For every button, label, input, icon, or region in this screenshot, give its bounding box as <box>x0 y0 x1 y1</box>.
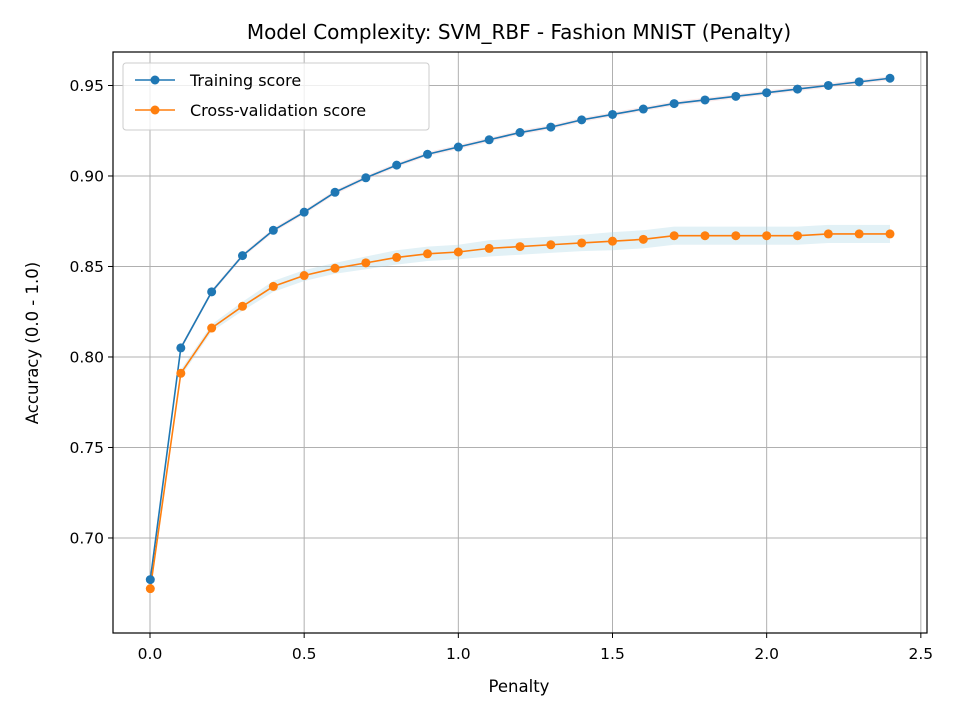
data-point-training <box>361 173 371 183</box>
legend-box <box>122 62 430 131</box>
data-point-training <box>453 142 463 152</box>
data-point-training <box>176 343 186 353</box>
data-point-training <box>793 84 802 94</box>
y-tick-label: 0.85 <box>69 258 104 276</box>
series-points <box>145 73 895 594</box>
data-point-training <box>546 122 556 132</box>
data-point-cv <box>638 234 648 244</box>
x-tick-label: 2.5 <box>909 645 934 663</box>
axis-ticks: 0.0 0.5 1.0 1.5 2.0 2.5 0.70 0.75 0.80 0.85 0.90 0.… <box>69 77 933 663</box>
legend-marker-training <box>150 75 160 85</box>
data-point-cv <box>484 243 494 253</box>
data-point-cv <box>392 252 402 262</box>
data-point-cv <box>700 231 710 241</box>
y-tick-label: 0.90 <box>69 167 104 185</box>
x-tick-label: 0.0 <box>138 645 163 663</box>
data-point-training <box>330 187 340 197</box>
y-tick-label: 0.95 <box>69 77 104 95</box>
x-axis-label: Penalty <box>489 677 550 696</box>
data-point-training <box>762 88 772 98</box>
data-point-training <box>238 251 247 261</box>
data-point-training <box>700 95 710 105</box>
data-point-training <box>145 575 155 585</box>
x-tick-label: 1.5 <box>600 645 625 663</box>
x-tick-label: 0.5 <box>292 645 317 663</box>
x-tick-label: 2.0 <box>754 645 779 663</box>
data-point-training <box>392 160 402 170</box>
data-point-cv <box>515 242 525 252</box>
legend-marker-cv <box>150 105 160 115</box>
y-tick-label: 0.75 <box>69 439 104 457</box>
y-tick-label: 0.70 <box>69 529 104 547</box>
data-point-cv <box>793 231 802 241</box>
chart-title: Model Complexity: SVM_RBF - Fashion MNIS… <box>247 20 791 44</box>
data-point-cv <box>731 231 741 241</box>
data-point-cv <box>145 584 155 594</box>
data-point-training <box>608 109 617 119</box>
data-point-cv <box>823 229 833 239</box>
y-tick-label: 0.80 <box>69 348 104 366</box>
data-point-cv <box>268 281 278 291</box>
data-point-cv <box>669 231 679 241</box>
data-point-training <box>207 287 217 297</box>
x-tick-label: 1.0 <box>446 645 471 663</box>
data-point-cv <box>546 240 556 250</box>
data-point-cv <box>330 263 340 273</box>
data-point-training <box>515 128 525 138</box>
data-point-training <box>669 99 679 109</box>
data-point-cv <box>453 247 463 257</box>
data-point-cv <box>423 249 432 259</box>
data-point-training <box>423 149 432 159</box>
data-point-cv <box>854 229 864 239</box>
data-point-cv <box>885 229 895 239</box>
data-point-training <box>268 225 278 235</box>
data-point-cv <box>762 231 772 241</box>
data-point-training <box>638 104 648 114</box>
data-point-training <box>299 207 309 217</box>
plot-frame <box>112 51 928 634</box>
data-point-cv <box>299 271 309 281</box>
data-point-training <box>854 77 864 87</box>
data-point-training <box>577 115 587 125</box>
data-point-cv <box>577 238 587 248</box>
legend: Training score Cross-validation score <box>122 62 430 131</box>
data-point-cv <box>361 258 371 268</box>
data-point-training <box>823 80 833 90</box>
legend-label-cv: Cross-validation score <box>190 101 366 120</box>
data-point-training <box>731 91 741 101</box>
data-point-cv <box>608 236 617 246</box>
data-point-cv <box>238 301 247 311</box>
data-point-cv <box>176 368 186 378</box>
data-point-cv <box>207 323 217 333</box>
data-point-training <box>885 73 895 83</box>
legend-label-training: Training score <box>189 71 301 90</box>
y-axis-label: Accuracy (0.0 - 1.0) <box>23 262 42 424</box>
data-point-training <box>484 135 494 145</box>
